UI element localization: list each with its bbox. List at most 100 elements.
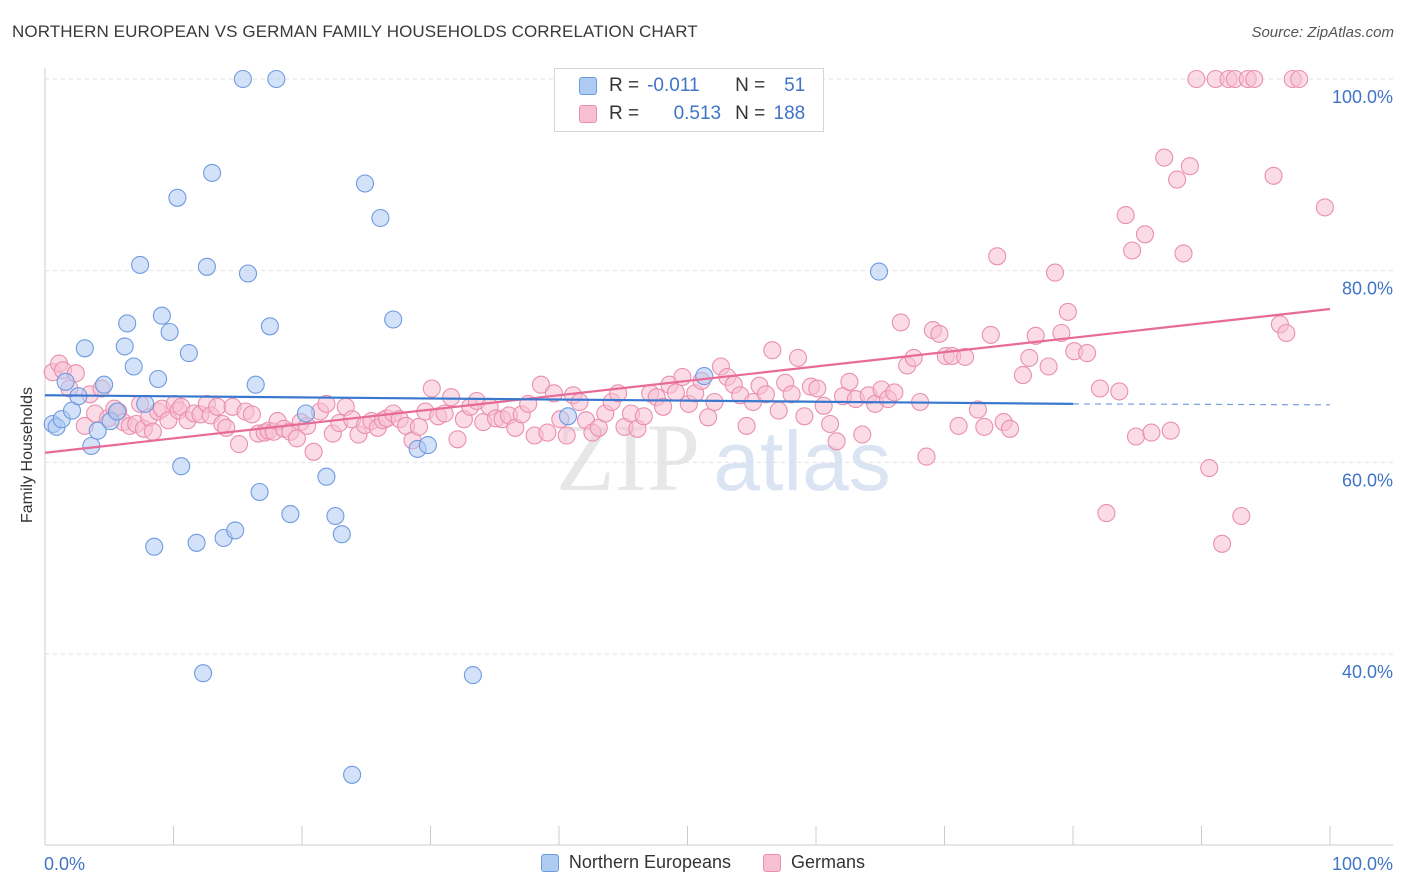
german-point (1290, 69, 1309, 89)
german-point (557, 426, 576, 445)
northern-point (250, 482, 269, 502)
northern-point (203, 163, 222, 182)
german-point (1187, 69, 1206, 89)
northern-point (463, 666, 482, 685)
german-point (988, 247, 1007, 266)
german-point (1213, 534, 1232, 553)
series-legend: Northern Europeans Germans (0, 852, 1406, 873)
northern-point (145, 537, 164, 556)
german-point (853, 425, 872, 444)
german-point (782, 385, 801, 404)
northern-point (260, 317, 279, 336)
northern-point (95, 375, 114, 394)
northern-point (326, 506, 345, 526)
legend-r-label: R = (609, 103, 640, 124)
german-point (1110, 382, 1129, 401)
legend-row-northern: R = -0.011 N = 51 (579, 73, 805, 99)
northern-point (187, 533, 206, 552)
german-point (544, 384, 563, 403)
german-point (814, 396, 833, 415)
series-name-northern: Northern Europeans (568, 852, 732, 872)
german-point (570, 392, 589, 412)
series-legend-german: Germans (763, 852, 865, 873)
northern-point (75, 339, 94, 358)
northern-point (355, 174, 375, 193)
y-tick-label: 80.0% (1342, 279, 1393, 299)
northern-point (149, 369, 168, 389)
y-tick-label: 60.0% (1342, 470, 1393, 490)
german-point (538, 423, 557, 442)
german-point (317, 394, 336, 413)
northern-point (343, 765, 362, 784)
german-point (808, 379, 827, 398)
legend-n-value: 188 (773, 103, 806, 124)
german-point (1232, 506, 1251, 526)
legend-n-label: N = (735, 75, 766, 96)
german-point (1264, 166, 1283, 185)
german-point (1116, 206, 1135, 225)
northern-point (197, 257, 216, 276)
northern-point (124, 357, 143, 376)
legend-r-value: -0.011 (647, 75, 700, 96)
german-point (1013, 366, 1032, 385)
series-swatch-german (763, 853, 782, 872)
legend-r-label: R = (609, 75, 640, 96)
german-point (442, 388, 461, 407)
northern-point (131, 255, 150, 274)
german-point (769, 401, 788, 420)
northern-point (226, 521, 245, 540)
northern-point (136, 394, 155, 413)
german-point (143, 422, 162, 441)
german-point (654, 397, 673, 416)
german-point (242, 405, 261, 424)
legend-row-german: R = 0.513 N = 188 (579, 101, 805, 127)
german-point (968, 400, 987, 419)
german-point (208, 397, 227, 416)
german-point (1090, 379, 1110, 398)
german-point (1097, 504, 1116, 523)
german-point (422, 379, 441, 398)
northern-point (179, 344, 198, 363)
german-point (1245, 69, 1264, 89)
tick-labels: 40.0% 60.0% 80.0% 100.0% 0.0% 100.0% (44, 87, 1393, 874)
german-point (904, 348, 923, 367)
northern-points (43, 69, 889, 784)
german-point (448, 430, 467, 449)
german-point (885, 383, 904, 402)
german-point (737, 416, 756, 435)
german-point (1161, 421, 1180, 440)
german-point (821, 414, 840, 434)
correlation-legend: R = -0.011 N = 51 R = 0.513 N = 188 (554, 68, 824, 132)
northern-point (558, 407, 578, 426)
northern-point (160, 322, 179, 342)
german-point (1155, 148, 1174, 167)
series-swatch-northern (540, 853, 559, 872)
trend-lines (44, 307, 1331, 454)
x-tick-label-min: 0.0% (44, 854, 85, 874)
german-point (891, 313, 910, 332)
german-point (1058, 302, 1077, 321)
northern-point (384, 310, 403, 329)
northern-point (194, 664, 213, 683)
german-point (795, 407, 814, 426)
german-point (1052, 323, 1071, 343)
northern-trend-extension (1072, 403, 1331, 406)
northern-point (246, 375, 265, 394)
german-point (949, 416, 968, 435)
german-point (304, 442, 323, 461)
legend-swatch-northern (579, 77, 597, 95)
series-legend-northern: Northern Europeans (540, 852, 732, 873)
northern-point (168, 188, 187, 207)
german-point (1168, 170, 1187, 189)
german-point (531, 375, 551, 394)
northern-point (233, 69, 252, 89)
german-point (1045, 263, 1065, 282)
german-point (930, 324, 949, 343)
y-tick-label: 100.0% (1332, 87, 1393, 107)
northern-point (152, 306, 171, 325)
northern-point (296, 404, 315, 423)
german-point (756, 385, 775, 404)
german-point (1277, 323, 1296, 343)
northern-trend-line (44, 394, 1074, 405)
